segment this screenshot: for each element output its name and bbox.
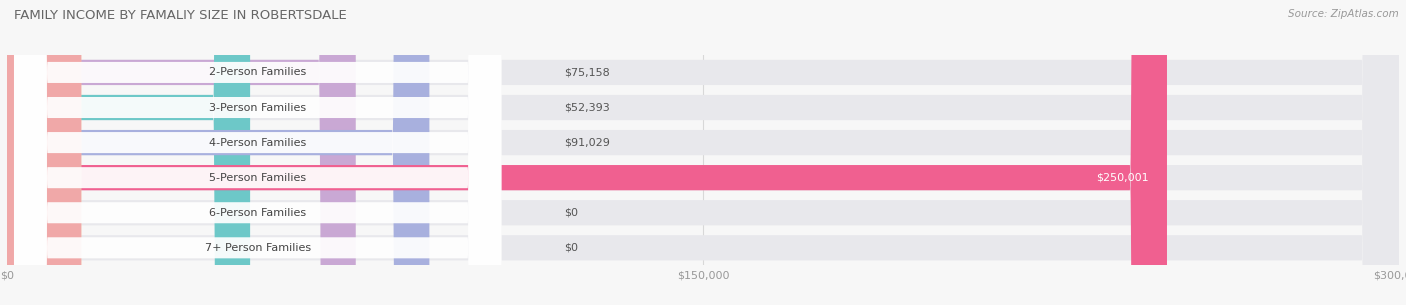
Text: 6-Person Families: 6-Person Families: [209, 208, 307, 218]
FancyBboxPatch shape: [7, 0, 1399, 305]
FancyBboxPatch shape: [7, 0, 1399, 305]
Text: $75,158: $75,158: [564, 67, 610, 77]
FancyBboxPatch shape: [7, 0, 1399, 305]
FancyBboxPatch shape: [14, 0, 501, 305]
FancyBboxPatch shape: [14, 0, 501, 305]
FancyBboxPatch shape: [7, 0, 356, 305]
Text: $250,001: $250,001: [1095, 173, 1149, 183]
Text: $0: $0: [564, 208, 578, 218]
FancyBboxPatch shape: [7, 0, 1399, 305]
FancyBboxPatch shape: [14, 0, 501, 305]
Text: 7+ Person Families: 7+ Person Families: [204, 243, 311, 253]
FancyBboxPatch shape: [7, 0, 1399, 305]
Text: $52,393: $52,393: [564, 102, 610, 113]
Text: 2-Person Families: 2-Person Families: [209, 67, 307, 77]
Text: 3-Person Families: 3-Person Families: [209, 102, 307, 113]
FancyBboxPatch shape: [7, 0, 82, 305]
FancyBboxPatch shape: [14, 0, 501, 305]
FancyBboxPatch shape: [14, 0, 501, 305]
Text: 5-Person Families: 5-Person Families: [209, 173, 307, 183]
FancyBboxPatch shape: [7, 0, 1167, 305]
FancyBboxPatch shape: [7, 0, 250, 305]
FancyBboxPatch shape: [7, 0, 1399, 305]
Text: 4-Person Families: 4-Person Families: [209, 138, 307, 148]
FancyBboxPatch shape: [7, 0, 82, 305]
Text: Source: ZipAtlas.com: Source: ZipAtlas.com: [1288, 9, 1399, 19]
Text: $0: $0: [564, 243, 578, 253]
FancyBboxPatch shape: [7, 0, 429, 305]
FancyBboxPatch shape: [14, 0, 501, 305]
Text: $91,029: $91,029: [564, 138, 610, 148]
Text: FAMILY INCOME BY FAMALIY SIZE IN ROBERTSDALE: FAMILY INCOME BY FAMALIY SIZE IN ROBERTS…: [14, 9, 347, 22]
